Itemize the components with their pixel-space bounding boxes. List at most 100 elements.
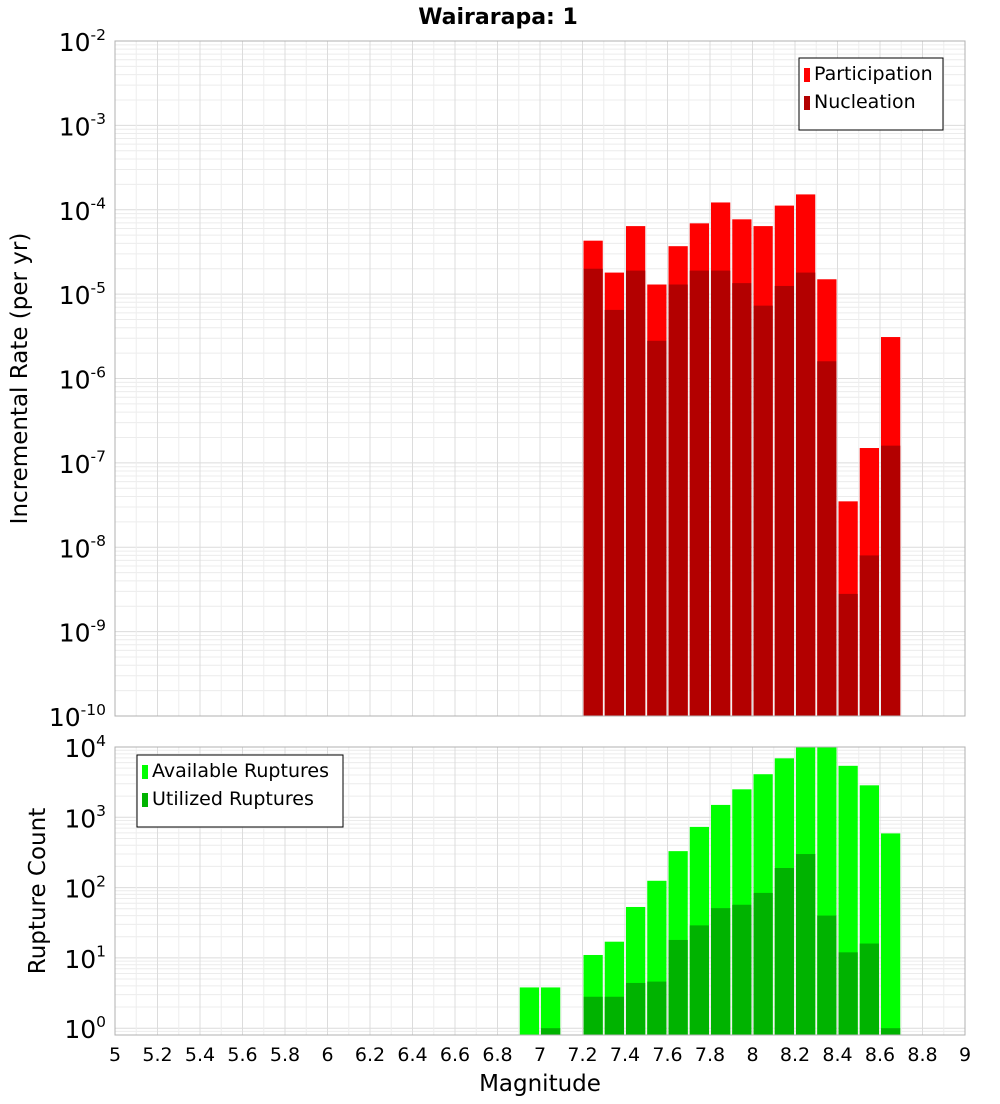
y-tick-label: 10-4: [59, 195, 106, 226]
y-tick-label-exp: -5: [91, 279, 106, 297]
utilized-bar: [626, 982, 646, 1035]
y-tick-label-exp: 2: [96, 872, 106, 890]
y-tick-label-exp: -7: [91, 448, 106, 466]
x-tick-label: 8.6: [865, 1044, 895, 1066]
utilized-bar: [774, 867, 794, 1035]
utilized-bar: [881, 1028, 901, 1035]
y-tick-label-base: 10: [64, 804, 96, 833]
legend-label: Participation: [814, 63, 933, 85]
x-tick-label: 6: [321, 1044, 333, 1066]
utilized-bar: [647, 981, 667, 1035]
x-tick-label: 6.8: [482, 1044, 512, 1066]
y-tick-label-exp: 1: [96, 943, 106, 961]
y-tick-label-exp: 0: [96, 1013, 106, 1031]
available-bar: [519, 987, 539, 1035]
x-tick-label: 8.4: [822, 1044, 852, 1066]
nucleation-bar: [774, 285, 794, 716]
y-tick-label-base: 10: [59, 28, 91, 57]
y-tick-label-exp: -2: [91, 26, 106, 44]
chart-title: Wairarapa: 1: [418, 5, 578, 30]
x-tick-label: 7.4: [610, 1044, 640, 1066]
x-tick-label: 9: [959, 1044, 971, 1066]
y-tick-label-exp: 4: [96, 732, 106, 750]
y-tick-label: 10-7: [59, 448, 106, 479]
x-tick-label: 6.4: [397, 1044, 427, 1066]
nucleation-bar: [604, 309, 624, 716]
y-tick-label-exp: -4: [91, 195, 106, 213]
nucleation-bar: [647, 340, 667, 716]
legend-swatch: [804, 68, 810, 82]
utilized-bar: [817, 915, 837, 1035]
utilized-bar: [604, 996, 624, 1035]
x-tick-label: 8.8: [907, 1044, 937, 1066]
x-tick-label: 8.2: [780, 1044, 810, 1066]
legend-label: Available Ruptures: [152, 760, 329, 782]
y-tick-label-base: 10: [64, 734, 96, 763]
y-tick-label-base: 10: [64, 1015, 96, 1044]
x-tick-label: 7.2: [567, 1044, 597, 1066]
y-tick-label-exp: -8: [91, 532, 106, 550]
legend-label: Nucleation: [814, 91, 916, 113]
y-tick-label: 10-3: [59, 110, 106, 141]
legend-label: Utilized Ruptures: [152, 788, 314, 810]
nucleation-bar: [668, 284, 688, 716]
y-axis-label: Incremental Rate (per yr): [7, 233, 33, 525]
utilized-bar: [583, 996, 603, 1035]
y-axis-label: Rupture Count: [25, 808, 51, 974]
x-tick-label: 7.8: [695, 1044, 725, 1066]
x-tick-label: 5.4: [185, 1044, 215, 1066]
utilized-bar: [796, 854, 816, 1035]
utilized-bar: [753, 892, 773, 1035]
x-axis-label: Magnitude: [479, 1071, 601, 1097]
rate-panel: 10-1010-910-810-710-610-510-410-310-2Inc…: [7, 26, 966, 732]
y-tick-label: 10-5: [59, 279, 106, 310]
x-tick-label: 6.6: [440, 1044, 470, 1066]
rate-legend: Participation Nucleation: [798, 57, 944, 131]
nucleation-bar: [881, 445, 901, 716]
y-tick-label-exp: -10: [81, 701, 106, 719]
utilized-bar: [732, 904, 752, 1035]
y-tick-label-base: 10: [59, 619, 91, 648]
x-tick-label: 5.6: [227, 1044, 257, 1066]
x-tick-label: 5: [109, 1044, 121, 1066]
y-tick-label: 10-10: [49, 701, 106, 732]
y-tick-label-base: 10: [59, 281, 91, 310]
y-tick-label: 10-8: [59, 532, 106, 563]
y-tick-label-base: 10: [64, 945, 96, 974]
y-tick-label-base: 10: [49, 703, 81, 732]
nucleation-bar: [583, 268, 603, 716]
x-tick-label: 6.2: [355, 1044, 385, 1066]
available-bar: [881, 833, 901, 1035]
nucleation-bar: [689, 270, 709, 716]
y-tick-label: 100: [64, 1013, 106, 1044]
y-tick-label-exp: 3: [96, 802, 106, 820]
nucleation-bar: [817, 361, 837, 716]
nucleation-bar: [753, 305, 773, 716]
x-tick-label: 5.8: [270, 1044, 300, 1066]
count-legend: Available Ruptures Utilized Ruptures: [136, 754, 344, 828]
y-tick-label: 101: [64, 943, 106, 974]
nucleation-bar: [626, 270, 646, 716]
legend-box: [798, 57, 944, 131]
y-tick-label-base: 10: [59, 450, 91, 479]
utilized-bar: [541, 1028, 561, 1035]
plot-border: [114, 746, 966, 1036]
utilized-bar: [711, 908, 731, 1035]
legend-swatch: [142, 765, 148, 779]
x-tick-label: 7: [534, 1044, 546, 1066]
y-tick-label-exp: -9: [91, 616, 106, 634]
plot-border: [114, 40, 966, 717]
y-tick-label: 102: [64, 872, 106, 903]
x-tick-label: 7.6: [652, 1044, 682, 1066]
y-tick-label: 10-6: [59, 363, 106, 394]
x-tick-label: 5.2: [142, 1044, 172, 1066]
legend-box: [136, 754, 344, 828]
available-bar: [541, 987, 561, 1035]
y-tick-label-base: 10: [59, 112, 91, 141]
utilized-bar: [838, 952, 858, 1035]
utilized-bar: [689, 925, 709, 1035]
